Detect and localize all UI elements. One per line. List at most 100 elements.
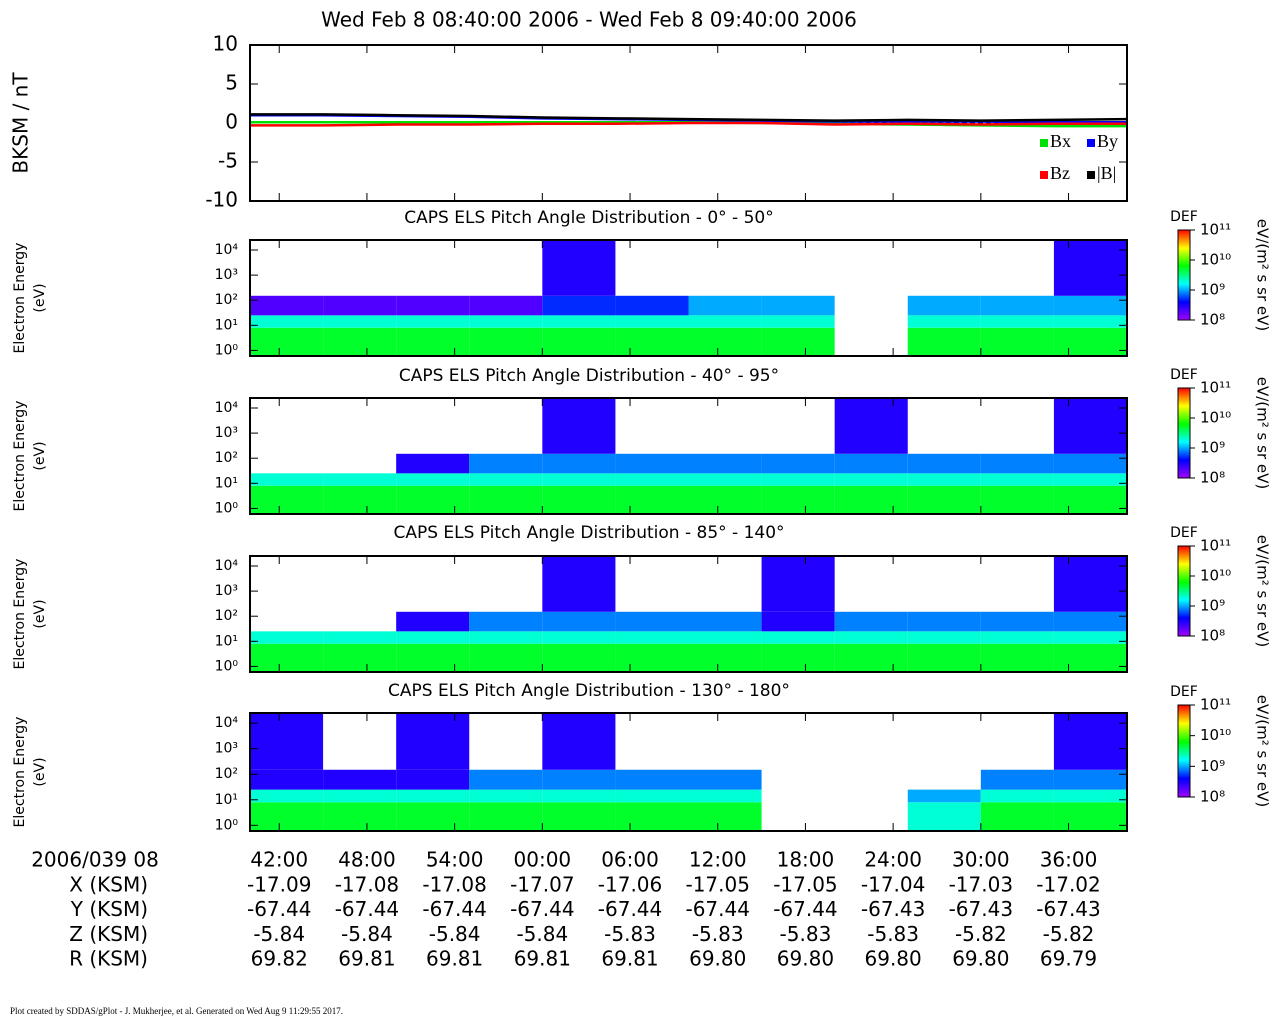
ephemeris-value: 69.80 bbox=[689, 947, 746, 971]
heat-cell bbox=[396, 713, 470, 770]
heat-cell bbox=[980, 802, 1054, 831]
y-tick-label: 10⁴ bbox=[215, 558, 239, 574]
plot-frame bbox=[249, 712, 1128, 832]
heat-cell bbox=[761, 453, 835, 474]
footer: Plot created by SDDAS/gPlot - J. Mukherj… bbox=[10, 1006, 343, 1016]
heat-cell bbox=[469, 453, 543, 474]
ephemeris-value: -17.05 bbox=[773, 873, 837, 897]
heat-cell bbox=[761, 611, 835, 632]
ephemeris-value: 69.79 bbox=[1040, 947, 1097, 971]
ephemeris-value: -5.83 bbox=[780, 922, 832, 946]
ephemeris-value: -5.83 bbox=[867, 922, 919, 946]
heat-cell bbox=[615, 473, 689, 486]
y-tick-label: 10⁰ bbox=[215, 500, 239, 516]
y-tick-label: 10³ bbox=[215, 741, 238, 757]
heat-cell bbox=[250, 802, 324, 831]
colorbar-tick-label: 10⁸ bbox=[1200, 627, 1225, 645]
ephemeris-label: Y (KSM) bbox=[70, 897, 148, 921]
heat-cell bbox=[1053, 398, 1127, 454]
heat-cell bbox=[469, 485, 543, 514]
heat-cell bbox=[469, 802, 543, 831]
ephemeris-value: -67.43 bbox=[861, 897, 925, 921]
heat-cell bbox=[834, 473, 908, 486]
heat-cell bbox=[323, 789, 397, 803]
heat-cell bbox=[615, 295, 689, 316]
heat-cell bbox=[907, 327, 981, 356]
colorbar-tick-label: 10⁹ bbox=[1200, 757, 1225, 775]
ephemeris-value: -67.43 bbox=[949, 897, 1013, 921]
heat-cell bbox=[980, 611, 1054, 632]
colorbar-units: eV/(m² s sr eV) bbox=[1254, 695, 1272, 807]
y-tick-label: 10² bbox=[215, 766, 238, 782]
heat-cell bbox=[980, 327, 1054, 356]
heat-cell bbox=[907, 295, 981, 316]
heat-cell bbox=[396, 473, 470, 486]
colorbar-tick-label: 10⁹ bbox=[1200, 281, 1225, 299]
heat-cell bbox=[980, 315, 1054, 328]
legend-swatch bbox=[1087, 171, 1095, 179]
y-tick-label: 0 bbox=[225, 110, 238, 134]
ephemeris-value: -17.03 bbox=[949, 873, 1013, 897]
heat-cell bbox=[615, 802, 689, 831]
heat-cell bbox=[1053, 769, 1127, 790]
heat-cell bbox=[688, 611, 762, 632]
x-tick-label: 48:00 bbox=[338, 848, 396, 872]
ephemeris-value: -17.02 bbox=[1036, 873, 1100, 897]
heat-cell bbox=[1053, 327, 1127, 356]
y-tick-label: 10¹ bbox=[215, 633, 238, 649]
heat-cell bbox=[907, 789, 981, 803]
x-tick-label: 12:00 bbox=[689, 848, 747, 872]
heat-cell bbox=[688, 453, 762, 474]
ephemeris-value: -17.08 bbox=[335, 873, 399, 897]
colorbar-tick-label: 10¹⁰ bbox=[1200, 409, 1231, 427]
heat-cell bbox=[469, 327, 543, 356]
colorbar-units: eV/(m² s sr eV) bbox=[1254, 377, 1272, 489]
colorbar bbox=[1177, 704, 1191, 798]
heat-cell bbox=[469, 611, 543, 632]
ephemeris-value: -67.44 bbox=[598, 897, 662, 921]
heat-cell bbox=[688, 769, 762, 790]
y-tick-label: 10⁰ bbox=[215, 658, 239, 674]
plot-frame bbox=[249, 555, 1128, 673]
y-tick-label: 10⁴ bbox=[215, 715, 239, 731]
line-series bbox=[250, 113, 1128, 122]
heat-cell bbox=[469, 789, 543, 803]
y-tick-label: 10⁰ bbox=[215, 342, 239, 358]
ephemeris-value: 69.81 bbox=[426, 947, 483, 971]
ephemeris-value: -67.44 bbox=[510, 897, 574, 921]
ephemeris-value: -17.05 bbox=[685, 873, 749, 897]
colorbar-label: DEF bbox=[1170, 367, 1198, 383]
y-tick-label: 10⁴ bbox=[215, 400, 239, 416]
heat-cell bbox=[980, 485, 1054, 514]
heat-cell bbox=[1053, 556, 1127, 612]
y-axis-label: (eV) bbox=[32, 441, 48, 470]
heat-cell bbox=[907, 485, 981, 514]
legend-swatch bbox=[1040, 171, 1048, 179]
heat-cell bbox=[688, 485, 762, 514]
x-tick-label: 42:00 bbox=[250, 848, 308, 872]
heat-cell bbox=[469, 473, 543, 486]
heat-cell bbox=[834, 631, 908, 644]
colorbar-label: DEF bbox=[1170, 684, 1198, 700]
heat-cell bbox=[761, 485, 835, 514]
chart-title: Wed Feb 8 08:40:00 2006 - Wed Feb 8 09:4… bbox=[321, 8, 857, 32]
x-tick-label: 06:00 bbox=[601, 848, 659, 872]
x-tick-label: 36:00 bbox=[1040, 848, 1098, 872]
y-axis-label: BKSM / nT bbox=[9, 72, 33, 174]
heat-cell bbox=[542, 485, 616, 514]
heat-cell bbox=[834, 611, 908, 632]
heat-cell bbox=[1053, 611, 1127, 632]
colorbar bbox=[1177, 229, 1191, 321]
ephemeris-value: 69.81 bbox=[338, 947, 395, 971]
x-tick-label: 54:00 bbox=[426, 848, 484, 872]
panel-title: CAPS ELS Pitch Angle Distribution - 130°… bbox=[388, 681, 790, 701]
ephemeris-label: R (KSM) bbox=[69, 947, 148, 971]
ephemeris-value: -5.82 bbox=[1043, 922, 1095, 946]
ephemeris-value: -5.83 bbox=[604, 922, 656, 946]
ephemeris-value: -5.84 bbox=[516, 922, 568, 946]
colorbar-units: eV/(m² s sr eV) bbox=[1254, 219, 1272, 331]
y-tick-label: 10 bbox=[213, 32, 238, 56]
panel-title: CAPS ELS Pitch Angle Distribution - 40° … bbox=[399, 366, 779, 386]
ephemeris-value: -67.44 bbox=[422, 897, 486, 921]
heat-cell bbox=[688, 789, 762, 803]
